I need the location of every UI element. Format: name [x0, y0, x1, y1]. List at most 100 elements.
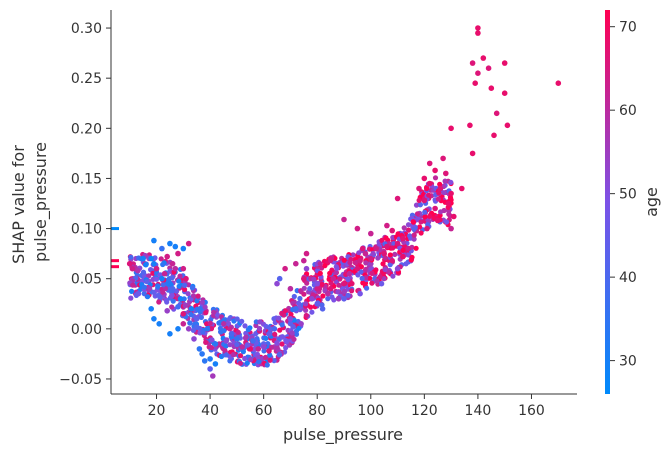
trend-point-448: [256, 359, 262, 365]
trend-point-333: [227, 315, 233, 322]
trend-point-261: [202, 304, 208, 310]
scatter-point-27: [445, 200, 452, 207]
y-tick-label-1: 0.00: [71, 322, 102, 338]
trend-point-1069: [448, 179, 454, 185]
scatter-point-18: [426, 160, 433, 167]
trend-point-613: [304, 280, 310, 286]
trend-point-782: [363, 260, 369, 266]
scatter-point-47: [309, 296, 315, 302]
scatter-point-39: [359, 245, 366, 252]
trend-point-266: [195, 293, 201, 299]
trend-point-709: [317, 270, 323, 276]
trend-point-492: [267, 326, 273, 332]
trend-point-484: [267, 357, 273, 363]
trend-point-342: [227, 342, 233, 348]
x-tick-label-1: 40: [201, 403, 219, 419]
y-axis-title-line-2: pulse_pressure: [31, 142, 51, 262]
trend-point-921: [401, 225, 407, 231]
trend-point-491: [261, 348, 267, 354]
trend-point-311: [211, 309, 217, 315]
x-tick-label-5: 120: [411, 403, 438, 419]
trend-point-1027: [432, 175, 439, 181]
scatter-point-103: [175, 326, 181, 332]
trend-point-714: [334, 265, 340, 271]
trend-point-128: [160, 289, 166, 295]
trend-point-539: [283, 339, 289, 345]
trend-point-579: [289, 330, 295, 336]
scatter-point-70: [212, 361, 219, 367]
trend-point-981: [408, 257, 414, 263]
trend-point-490: [272, 331, 278, 337]
trend-point-43: [129, 288, 135, 294]
trend-point-268: [200, 329, 206, 335]
trend-point-798: [349, 281, 355, 287]
trend-point-706: [337, 276, 343, 282]
scatter-point-87: [172, 243, 179, 250]
scatter-point-140: [204, 326, 211, 332]
trend-point-165: [169, 275, 175, 281]
scatter-point-137: [244, 342, 251, 348]
trend-point-888: [377, 274, 383, 280]
trend-point-386: [244, 360, 250, 366]
scatter-point-125: [378, 280, 385, 287]
scatter-point-13: [504, 122, 511, 129]
trend-point-388: [242, 355, 248, 362]
trend-point-42: [130, 282, 136, 288]
scatter-point-97: [126, 260, 133, 267]
trend-point-976: [411, 232, 417, 238]
x-tick-label-6: 140: [465, 403, 492, 419]
trend-point-307: [208, 326, 215, 332]
trend-point-1076: [435, 196, 441, 202]
scatter-point-34: [434, 217, 441, 224]
scatter-point-138: [228, 331, 235, 337]
trend-point-134: [164, 299, 170, 305]
trend-point-124: [155, 284, 161, 290]
scatter-point-72: [196, 346, 203, 352]
scatter-point-88: [180, 245, 187, 252]
scatter-point-115: [314, 285, 321, 292]
trend-point-192: [186, 282, 192, 288]
trend-point-805: [359, 275, 365, 281]
trend-point-44: [135, 290, 141, 297]
colorbar: [605, 10, 610, 394]
trend-point-394: [237, 360, 243, 366]
trend-point-793: [345, 277, 351, 283]
trend-point-442: [257, 319, 263, 325]
trend-point-1057: [445, 204, 451, 210]
scatter-point-113: [346, 270, 353, 277]
scatter-point-64: [247, 346, 254, 352]
scatter-point-80: [159, 275, 165, 282]
scatter-point-19: [432, 167, 438, 174]
trend-point-988: [410, 219, 417, 225]
scatter-point-118: [282, 265, 288, 272]
trend-point-1032: [422, 209, 428, 215]
trend-point-521: [277, 327, 283, 333]
trend-point-355: [223, 352, 229, 358]
trend-point-890: [390, 273, 396, 279]
y-tick-label-4: 0.15: [71, 171, 102, 187]
trend-point-252: [203, 310, 209, 316]
scatter-point-38: [354, 225, 361, 232]
scatter-point-68: [207, 366, 213, 372]
scatter-point-52: [287, 316, 294, 322]
scatter-point-60: [223, 338, 229, 344]
scatter-point-53: [290, 324, 296, 330]
scatter-point-126: [394, 265, 401, 272]
x-tick-label-4: 100: [357, 403, 384, 419]
trend-point-538: [282, 308, 288, 314]
trend-point-87: [150, 270, 156, 276]
trend-point-88: [144, 279, 150, 285]
scatter-point-23: [426, 180, 433, 187]
scatter-point-142: [177, 296, 184, 302]
trend-point-346: [227, 326, 233, 332]
trend-point-310: [209, 337, 215, 343]
trend-point-801: [352, 260, 358, 266]
scatter-point-33: [448, 225, 454, 232]
scatter-point-46: [293, 306, 299, 312]
scatter-point-96: [135, 267, 141, 274]
trend-point-525: [279, 341, 285, 347]
trend-point-624: [307, 286, 313, 292]
trend-point-443: [248, 357, 254, 363]
trend-point-449: [256, 325, 263, 332]
scatter-point-48: [314, 301, 321, 307]
